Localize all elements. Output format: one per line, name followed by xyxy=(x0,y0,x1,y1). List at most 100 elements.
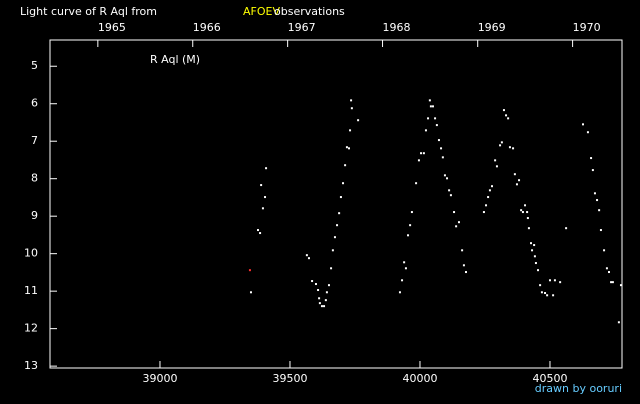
x2-tick-label: 1969 xyxy=(478,21,506,34)
y-tick-label: 13 xyxy=(24,359,38,372)
data-point xyxy=(591,169,594,172)
data-point xyxy=(257,229,259,232)
chart-title-suffix: observations xyxy=(274,5,345,18)
data-point xyxy=(325,291,328,294)
data-point xyxy=(586,131,589,134)
data-point xyxy=(515,183,518,186)
data-point xyxy=(603,249,606,252)
data-point xyxy=(320,305,323,308)
data-point xyxy=(448,189,451,192)
data-point xyxy=(527,227,530,230)
y-tick-label: 6 xyxy=(31,97,38,110)
data-point xyxy=(427,117,430,120)
data-point xyxy=(434,117,437,120)
data-point xyxy=(305,254,308,257)
data-point xyxy=(596,199,599,202)
data-point xyxy=(407,234,410,237)
data-point xyxy=(559,281,562,284)
data-point xyxy=(491,185,493,188)
data-point xyxy=(349,129,352,132)
x-tick-label: 40000 xyxy=(402,372,437,385)
x2-tick-label: 1968 xyxy=(383,21,411,34)
data-point xyxy=(342,182,345,185)
data-point xyxy=(482,211,485,214)
data-point xyxy=(499,144,502,147)
data-point xyxy=(318,297,321,300)
data-point xyxy=(495,165,498,168)
y-tick-label: 10 xyxy=(24,247,38,260)
chart-title-source: AFOEV xyxy=(243,5,280,18)
data-point xyxy=(539,284,542,287)
x-tick-label: 39500 xyxy=(272,372,307,385)
data-point xyxy=(449,194,452,197)
data-point xyxy=(404,267,407,270)
data-point xyxy=(505,114,508,117)
data-point xyxy=(608,271,610,274)
data-point xyxy=(437,139,440,142)
data-point xyxy=(431,105,434,108)
data-point xyxy=(619,284,622,287)
data-point xyxy=(330,267,333,270)
data-point xyxy=(521,211,524,214)
y-tick-label: 8 xyxy=(31,172,38,185)
data-point xyxy=(565,227,568,230)
data-point xyxy=(248,269,251,272)
data-point xyxy=(333,236,336,239)
data-point xyxy=(398,291,401,294)
data-point xyxy=(318,302,321,305)
data-point xyxy=(524,204,527,207)
data-point xyxy=(440,147,443,150)
data-point xyxy=(339,196,342,199)
data-point xyxy=(605,267,608,270)
data-point xyxy=(611,281,614,284)
data-point xyxy=(317,289,320,292)
data-point xyxy=(457,221,460,224)
y-tick-label: 11 xyxy=(24,284,38,297)
data-point xyxy=(617,321,620,324)
data-point xyxy=(537,269,540,272)
data-point xyxy=(338,212,341,215)
data-point xyxy=(507,117,510,120)
data-point xyxy=(526,217,529,220)
data-point xyxy=(336,224,339,227)
data-point xyxy=(260,184,263,187)
x2-tick-label: 1967 xyxy=(288,21,316,34)
y-tick-label: 12 xyxy=(24,322,38,335)
data-point xyxy=(461,249,464,252)
data-point xyxy=(508,146,511,149)
data-point xyxy=(264,196,267,199)
data-point xyxy=(485,204,488,207)
data-point xyxy=(265,167,268,170)
data-point xyxy=(533,244,536,247)
data-point xyxy=(350,107,353,110)
data-point xyxy=(610,281,613,284)
data-point xyxy=(446,177,449,180)
data-point xyxy=(582,123,584,126)
data-point xyxy=(462,264,465,267)
data-point xyxy=(599,229,602,232)
data-point xyxy=(428,99,431,102)
data-point xyxy=(331,249,334,252)
data-point xyxy=(544,292,547,295)
annotation: R Aql (M) xyxy=(150,53,200,66)
x2-tick-label: 1970 xyxy=(573,21,601,34)
data-point xyxy=(443,174,446,177)
data-point xyxy=(520,209,523,212)
credit: drawn by ooruri xyxy=(535,382,622,395)
data-point xyxy=(350,99,353,102)
data-point xyxy=(526,211,529,214)
data-point xyxy=(441,156,444,159)
data-point xyxy=(487,196,490,199)
data-point xyxy=(249,291,252,294)
plot-frame xyxy=(49,39,623,369)
data-point xyxy=(420,152,423,155)
data-point xyxy=(417,159,420,162)
y-tick-label: 5 xyxy=(31,59,38,72)
data-point xyxy=(327,284,330,287)
data-point xyxy=(546,294,549,297)
x2-tick-label: 1965 xyxy=(98,21,126,34)
data-point xyxy=(424,129,427,132)
data-point xyxy=(357,119,360,122)
data-point xyxy=(435,124,438,127)
data-point xyxy=(540,291,543,294)
